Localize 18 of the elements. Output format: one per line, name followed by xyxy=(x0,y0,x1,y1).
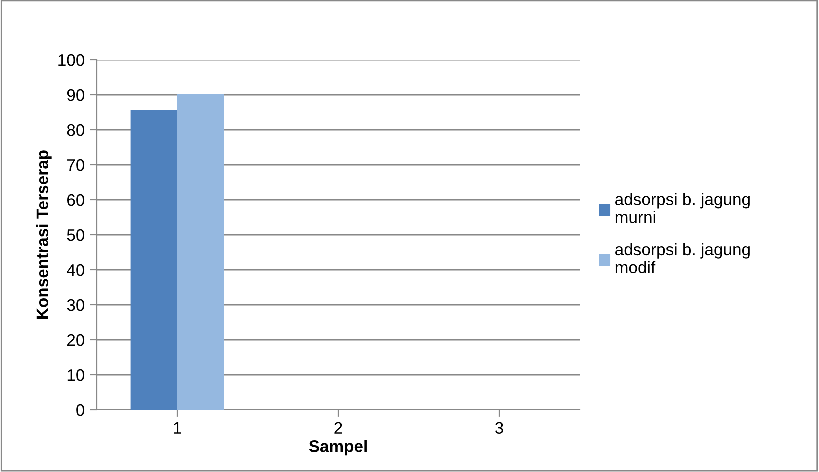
legend-label: adsorpsi b. jagung modif xyxy=(616,243,750,274)
x-axis-title: Sampel xyxy=(309,440,367,456)
y-tick-label: 50 xyxy=(67,229,85,242)
x-tick-label: 2 xyxy=(334,422,342,434)
y-tick-label: 20 xyxy=(67,334,85,346)
legend-label: adsorpsi b. jagung murni xyxy=(616,193,750,224)
y-tick-label: 0 xyxy=(76,404,85,416)
y-tick-label: 60 xyxy=(68,194,85,206)
y-tick-label: 100 xyxy=(58,54,85,66)
y-axis-title: Konsentrasi Terserap xyxy=(36,150,52,319)
x-tick-label: 3 xyxy=(496,422,504,434)
y-tick-label: 90 xyxy=(67,89,85,102)
y-tick-label: 80 xyxy=(67,124,85,136)
y-tick-label: 40 xyxy=(67,264,85,276)
y-tick-label: 70 xyxy=(68,159,85,172)
x-tick-label: 1 xyxy=(174,422,182,434)
y-tick-label: 10 xyxy=(68,369,85,382)
y-tick-label: 30 xyxy=(67,299,85,312)
